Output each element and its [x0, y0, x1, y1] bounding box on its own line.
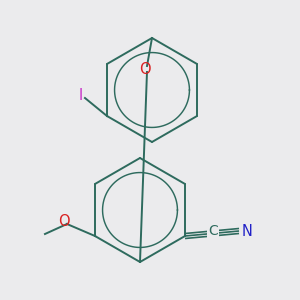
Text: O: O — [58, 214, 70, 230]
Text: O: O — [139, 61, 151, 76]
Text: I: I — [79, 88, 83, 104]
Text: N: N — [242, 224, 253, 238]
Text: C: C — [208, 224, 218, 238]
